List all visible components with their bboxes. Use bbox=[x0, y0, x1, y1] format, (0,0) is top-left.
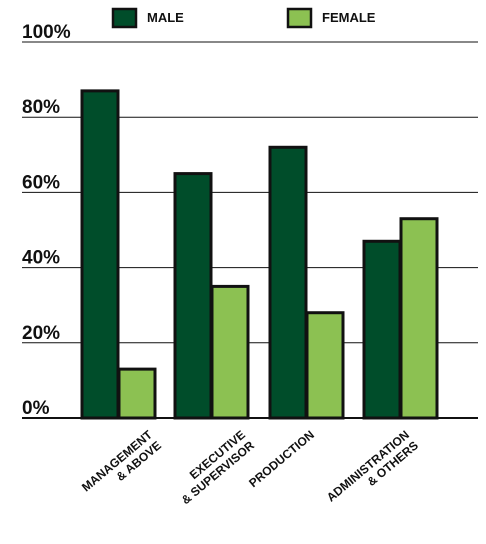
legend-label-female: FEMALE bbox=[322, 10, 376, 25]
bar-female bbox=[399, 217, 439, 420]
y-tick-label: 20% bbox=[22, 323, 60, 344]
y-tick-label: 60% bbox=[22, 172, 60, 193]
bar-female bbox=[305, 311, 345, 420]
category-label: PRODUCTION bbox=[246, 428, 317, 491]
category-label-line: PRODUCTION bbox=[246, 428, 317, 491]
x-axis-labels: MANAGEMENT& ABOVE EXECUTIVE& SUPERVISORPR… bbox=[79, 427, 421, 508]
y-tick-label: 40% bbox=[22, 248, 60, 269]
y-tick-label: 0% bbox=[22, 398, 50, 419]
y-tick-label: 100% bbox=[22, 22, 71, 43]
bars bbox=[80, 89, 439, 420]
category-label: ADMINISTRATION& OTHERS bbox=[324, 428, 421, 505]
category-label: MANAGEMENT& ABOVE bbox=[79, 427, 164, 494]
y-tick-label: 80% bbox=[22, 97, 60, 118]
legend: MALE FEMALE bbox=[111, 7, 376, 29]
legend-swatch-female bbox=[286, 7, 313, 29]
category-label: EXECUTIVE& SUPERVISOR bbox=[179, 428, 258, 508]
bar-male bbox=[80, 89, 120, 420]
legend-label-male: MALE bbox=[147, 10, 184, 25]
bar-female bbox=[210, 284, 250, 420]
y-axis-ticks: 0% 20% 40% 60% 80% 100% bbox=[22, 22, 71, 419]
bar-female bbox=[117, 367, 157, 420]
bar-male bbox=[268, 145, 308, 420]
legend-swatch-male bbox=[111, 7, 138, 29]
bar-male bbox=[362, 239, 402, 420]
bar-male bbox=[173, 172, 213, 420]
